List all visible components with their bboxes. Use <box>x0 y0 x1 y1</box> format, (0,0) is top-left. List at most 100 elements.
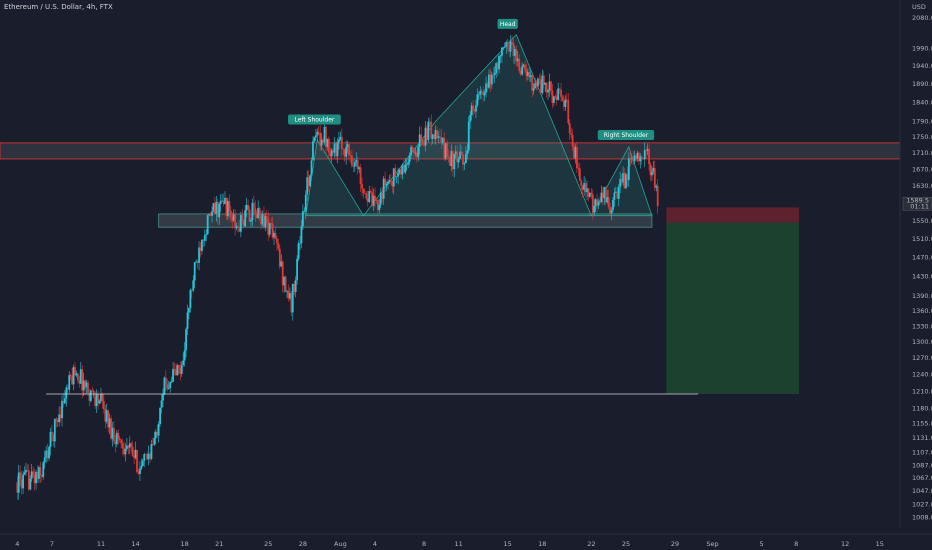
candle-body <box>143 454 146 461</box>
candle-body <box>503 46 506 48</box>
candle-body <box>594 199 597 206</box>
candle-body <box>369 191 372 193</box>
candle-body <box>436 130 438 138</box>
candle-body <box>573 146 575 159</box>
candle-body <box>606 197 609 203</box>
candle-body <box>185 329 187 351</box>
candle-body <box>551 90 554 103</box>
candle-body <box>361 183 363 189</box>
candle-body <box>636 152 639 159</box>
candle-body <box>613 192 616 200</box>
candle-body <box>81 369 84 391</box>
candle-body <box>352 165 355 167</box>
candle-body <box>509 41 512 52</box>
candle-body <box>343 149 346 157</box>
candle-body <box>600 192 603 203</box>
candle-body <box>88 392 91 401</box>
candle-body <box>326 138 329 147</box>
candle-body <box>626 174 629 181</box>
candle-body <box>538 78 541 80</box>
candle-body <box>479 90 482 95</box>
candle-body <box>418 134 421 147</box>
candle-body <box>160 400 163 408</box>
time-tick-label: 22 <box>587 540 595 548</box>
candle-body <box>348 144 350 156</box>
candle-body <box>183 350 186 361</box>
candle-body <box>528 72 531 78</box>
candle-body <box>525 69 528 76</box>
candle-body <box>121 443 124 449</box>
candle-body <box>45 450 48 458</box>
candle-body <box>27 470 30 490</box>
candle-body <box>114 441 117 445</box>
price-tick-label: 1710.0 <box>912 149 932 157</box>
candle-body <box>198 247 200 263</box>
candle-body <box>470 105 473 116</box>
candle-body <box>270 223 273 224</box>
candle-body <box>153 438 156 445</box>
pattern-label-text: Left Shoulder <box>294 117 334 124</box>
candle-body <box>242 220 245 227</box>
candle-body <box>101 393 104 401</box>
candle-body <box>526 72 529 76</box>
candle-body <box>97 393 99 404</box>
candle-body <box>134 449 137 458</box>
time-tick-label: 8 <box>794 540 798 548</box>
candle-body <box>329 152 332 157</box>
candle-body <box>307 177 310 187</box>
candle-body <box>444 143 447 159</box>
candle-body <box>267 218 270 235</box>
candle-body <box>395 176 398 178</box>
candle-body <box>294 280 297 292</box>
candle-body <box>374 195 376 201</box>
candle-body <box>212 203 215 212</box>
candle-body <box>286 291 288 292</box>
time-tick-label: 4 <box>373 540 377 548</box>
candle-body <box>82 380 85 391</box>
candle-body <box>552 96 555 103</box>
candle-body <box>264 216 267 228</box>
last-price-marker: 1589.501:11 <box>902 197 932 211</box>
candle-body <box>372 195 375 206</box>
candle-body <box>616 191 619 199</box>
candle-body <box>439 136 441 138</box>
candle-body <box>38 467 40 479</box>
candle-body <box>309 175 311 187</box>
pattern-label-text: Right Shoulder <box>604 132 649 139</box>
time-tick-label: 18 <box>180 540 188 548</box>
candle-body <box>431 134 434 139</box>
candle-body <box>392 168 395 187</box>
candle-body <box>485 83 487 93</box>
candle-body <box>203 235 206 241</box>
candle-body <box>586 188 588 193</box>
candle-body <box>202 239 205 241</box>
candle-body <box>173 368 176 371</box>
candle-body <box>453 154 456 170</box>
time-tick-label: 25 <box>622 540 630 548</box>
candle-body <box>271 223 274 238</box>
candle-body <box>335 143 337 157</box>
candle-body <box>591 194 594 213</box>
candle-body <box>555 96 558 100</box>
candle-body <box>456 151 459 163</box>
candle-body <box>110 418 112 439</box>
candle-body <box>464 153 467 164</box>
candle-body <box>94 396 97 406</box>
candle-body <box>205 234 208 236</box>
candle-body <box>323 126 326 143</box>
candle-body <box>113 427 115 442</box>
candle-body <box>466 150 469 154</box>
candle-body <box>261 213 264 225</box>
time-tick-label: Aug <box>334 540 347 548</box>
candle-body <box>137 472 140 474</box>
candle-body <box>175 370 177 376</box>
candle-body <box>349 155 352 157</box>
candle-body <box>226 201 229 217</box>
candle-body <box>420 134 423 140</box>
candle-body <box>252 202 255 209</box>
candle-body <box>400 169 402 175</box>
candle-body <box>426 127 428 140</box>
candle-body <box>612 199 614 211</box>
